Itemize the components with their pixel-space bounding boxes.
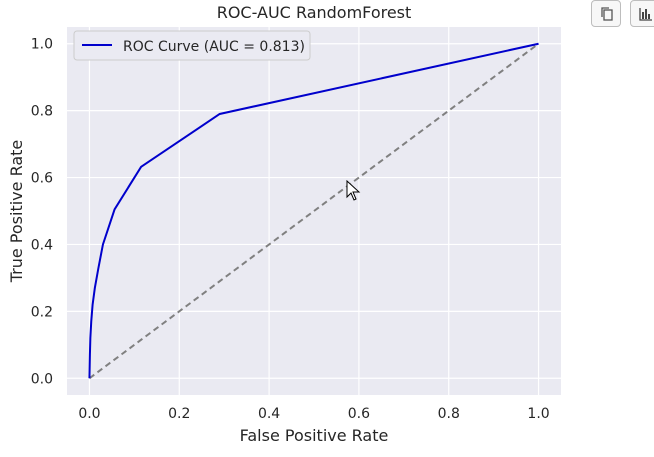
mouse-cursor-icon xyxy=(346,180,361,201)
y-tick-label: 0.2 xyxy=(31,304,53,320)
x-tick-label: 0.2 xyxy=(168,406,190,422)
chart-title: ROC-AUC RandomForest xyxy=(217,3,412,22)
grid xyxy=(67,27,561,395)
copy-icon xyxy=(601,7,613,21)
chart-button[interactable] xyxy=(630,0,654,27)
x-tick-label: 0.8 xyxy=(438,406,460,422)
y-tick-label: 0.4 xyxy=(31,237,53,253)
y-axis-label: True Positive Rate xyxy=(7,140,26,284)
x-axis-label: False Positive Rate xyxy=(240,426,389,445)
tick-labels: 0.0 0.2 0.4 0.6 0.8 1.0 0.0 0.2 0.4 0.6 0.8 1.0 xyxy=(31,37,550,422)
x-tick-label: 0.4 xyxy=(258,406,280,422)
y-tick-label: 0.6 xyxy=(31,171,53,187)
legend-label: ROC Curve (AUC = 0.813) xyxy=(123,39,305,55)
x-tick-label: 0.0 xyxy=(78,406,100,422)
series-layer xyxy=(88,42,540,380)
x-tick-label: 0.6 xyxy=(348,406,370,422)
chance-diagonal-line xyxy=(88,42,540,380)
roc-curve-line xyxy=(88,42,539,379)
x-tick-label: 1.0 xyxy=(527,406,549,422)
copy-button[interactable] xyxy=(591,0,621,27)
y-tick-label: 1.0 xyxy=(31,37,53,53)
legend: ROC Curve (AUC = 0.813) xyxy=(73,30,311,61)
bar-chart-icon xyxy=(639,8,652,21)
y-tick-label: 0.0 xyxy=(31,371,53,387)
y-tick-label: 0.8 xyxy=(31,104,53,120)
legend-box xyxy=(73,30,311,61)
